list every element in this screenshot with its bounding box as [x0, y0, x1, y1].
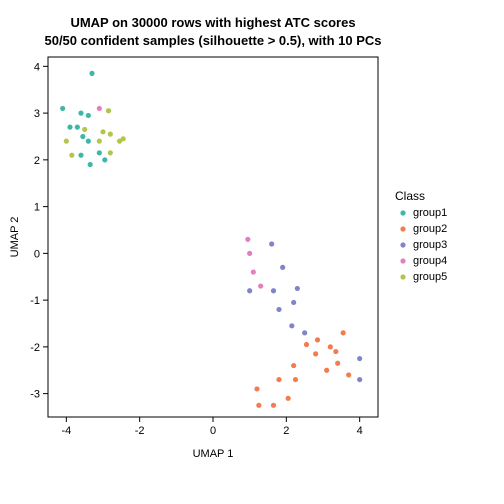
data-point-group1 — [88, 162, 93, 167]
legend-item-label: group2 — [413, 223, 447, 235]
data-point-group4 — [245, 237, 250, 242]
data-point-group5 — [108, 132, 113, 137]
data-point-group2 — [313, 351, 318, 356]
data-point-group3 — [271, 288, 276, 293]
y-tick-label: -3 — [30, 389, 40, 401]
x-tick-label: 0 — [210, 425, 216, 437]
data-point-group5 — [97, 139, 102, 144]
legend-swatch-icon — [400, 226, 405, 231]
y-tick-label: 3 — [34, 108, 40, 120]
data-point-group1 — [75, 125, 80, 130]
x-axis-label: UMAP 1 — [193, 448, 234, 460]
y-tick-label: -2 — [30, 342, 40, 354]
legend-swatch-icon — [400, 258, 405, 263]
x-tick-label: 4 — [357, 425, 363, 437]
data-point-group3 — [269, 241, 274, 246]
data-point-group4 — [258, 283, 263, 288]
chart-title-line1: UMAP on 30000 rows with highest ATC scor… — [70, 15, 355, 30]
data-point-group1 — [86, 113, 91, 118]
data-point-group5 — [106, 108, 111, 113]
data-point-group1 — [60, 106, 65, 111]
legend-swatch-icon — [400, 274, 405, 279]
x-tick-label: 2 — [283, 425, 289, 437]
data-point-group5 — [121, 136, 126, 141]
data-point-group1 — [89, 71, 94, 76]
data-point-group1 — [78, 153, 83, 158]
y-axis-label: UMAP 2 — [9, 217, 21, 258]
umap-scatter-plot: UMAP on 30000 rows with highest ATC scor… — [0, 0, 504, 504]
y-tick-label: 4 — [34, 61, 40, 73]
data-point-group5 — [64, 139, 69, 144]
data-point-group1 — [102, 157, 107, 162]
data-point-group2 — [293, 377, 298, 382]
data-point-group5 — [108, 150, 113, 155]
data-point-group4 — [97, 106, 102, 111]
data-point-group2 — [276, 377, 281, 382]
data-point-group3 — [302, 330, 307, 335]
legend-swatch-icon — [400, 242, 405, 247]
data-point-group3 — [291, 300, 296, 305]
data-point-group1 — [67, 125, 72, 130]
chart-title-line2: 50/50 confident samples (silhouette > 0.… — [44, 33, 381, 48]
data-point-group2 — [341, 330, 346, 335]
data-point-group1 — [78, 111, 83, 116]
data-point-group2 — [291, 363, 296, 368]
data-point-group4 — [251, 269, 256, 274]
data-point-group3 — [280, 265, 285, 270]
data-point-group2 — [335, 361, 340, 366]
legend-item-label: group4 — [413, 255, 447, 267]
y-tick-label: 0 — [34, 248, 40, 260]
chart-background — [0, 0, 504, 504]
data-point-group2 — [324, 368, 329, 373]
data-point-group2 — [254, 386, 259, 391]
data-point-group3 — [357, 377, 362, 382]
legend-swatch-icon — [400, 210, 405, 215]
data-point-group2 — [304, 342, 309, 347]
data-point-group2 — [271, 403, 276, 408]
legend-title: Class — [395, 189, 425, 203]
data-point-group4 — [247, 251, 252, 256]
data-point-group3 — [247, 288, 252, 293]
data-point-group2 — [346, 372, 351, 377]
data-point-group1 — [97, 150, 102, 155]
x-tick-label: -4 — [61, 425, 71, 437]
data-point-group3 — [357, 356, 362, 361]
legend-item-label: group5 — [413, 271, 447, 283]
x-tick-label: -2 — [135, 425, 145, 437]
data-point-group1 — [80, 134, 85, 139]
y-tick-label: 2 — [34, 155, 40, 167]
data-point-group1 — [86, 139, 91, 144]
legend-item-label: group1 — [413, 207, 447, 219]
data-point-group3 — [289, 323, 294, 328]
data-point-group2 — [286, 396, 291, 401]
y-tick-label: -1 — [30, 295, 40, 307]
data-point-group2 — [256, 403, 261, 408]
data-point-group2 — [333, 349, 338, 354]
data-point-group2 — [315, 337, 320, 342]
data-point-group5 — [100, 129, 105, 134]
data-point-group3 — [276, 307, 281, 312]
data-point-group5 — [82, 127, 87, 132]
data-point-group2 — [328, 344, 333, 349]
legend-item-label: group3 — [413, 239, 447, 251]
data-point-group3 — [295, 286, 300, 291]
data-point-group5 — [69, 153, 74, 158]
y-tick-label: 1 — [34, 202, 40, 214]
